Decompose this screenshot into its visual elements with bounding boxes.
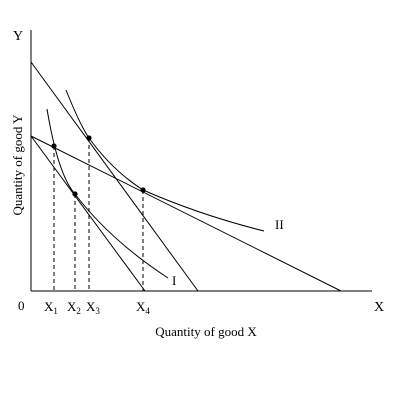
- tick-x3: X3: [86, 299, 100, 316]
- tick-x4-main: X: [136, 299, 146, 314]
- tick-x2-sub: 2: [76, 306, 81, 316]
- origin-label: 0: [18, 298, 25, 313]
- tick-x3-sub: 3: [95, 306, 100, 316]
- tick-x4: X4: [136, 299, 150, 316]
- point-x3: [86, 135, 92, 141]
- x-axis-letter: X: [374, 300, 384, 315]
- tick-x1: X1: [44, 299, 58, 316]
- label-curve-ii: II: [275, 217, 284, 232]
- y-axis-title: Quantity of good Y: [10, 114, 25, 216]
- tick-x1-main: X: [44, 299, 54, 314]
- tick-x3-main: X: [86, 299, 96, 314]
- tick-x2-main: X: [67, 299, 77, 314]
- budget-line-inner: [30, 135, 146, 292]
- indifference-curve-high: [65, 89, 265, 232]
- tick-x1-sub: 1: [53, 306, 58, 316]
- y-axis-letter: Y: [13, 29, 23, 44]
- budget-line-steep: [30, 61, 199, 292]
- tick-x2: X2: [67, 299, 81, 316]
- point-x4: [140, 187, 146, 193]
- x-axis-title: Quantity of good X: [155, 324, 257, 339]
- label-curve-i: I: [172, 273, 176, 288]
- point-x2: [72, 191, 78, 197]
- point-x1: [51, 143, 57, 149]
- budget-line-flat: [30, 135, 342, 292]
- tick-x4-sub: 4: [145, 306, 150, 316]
